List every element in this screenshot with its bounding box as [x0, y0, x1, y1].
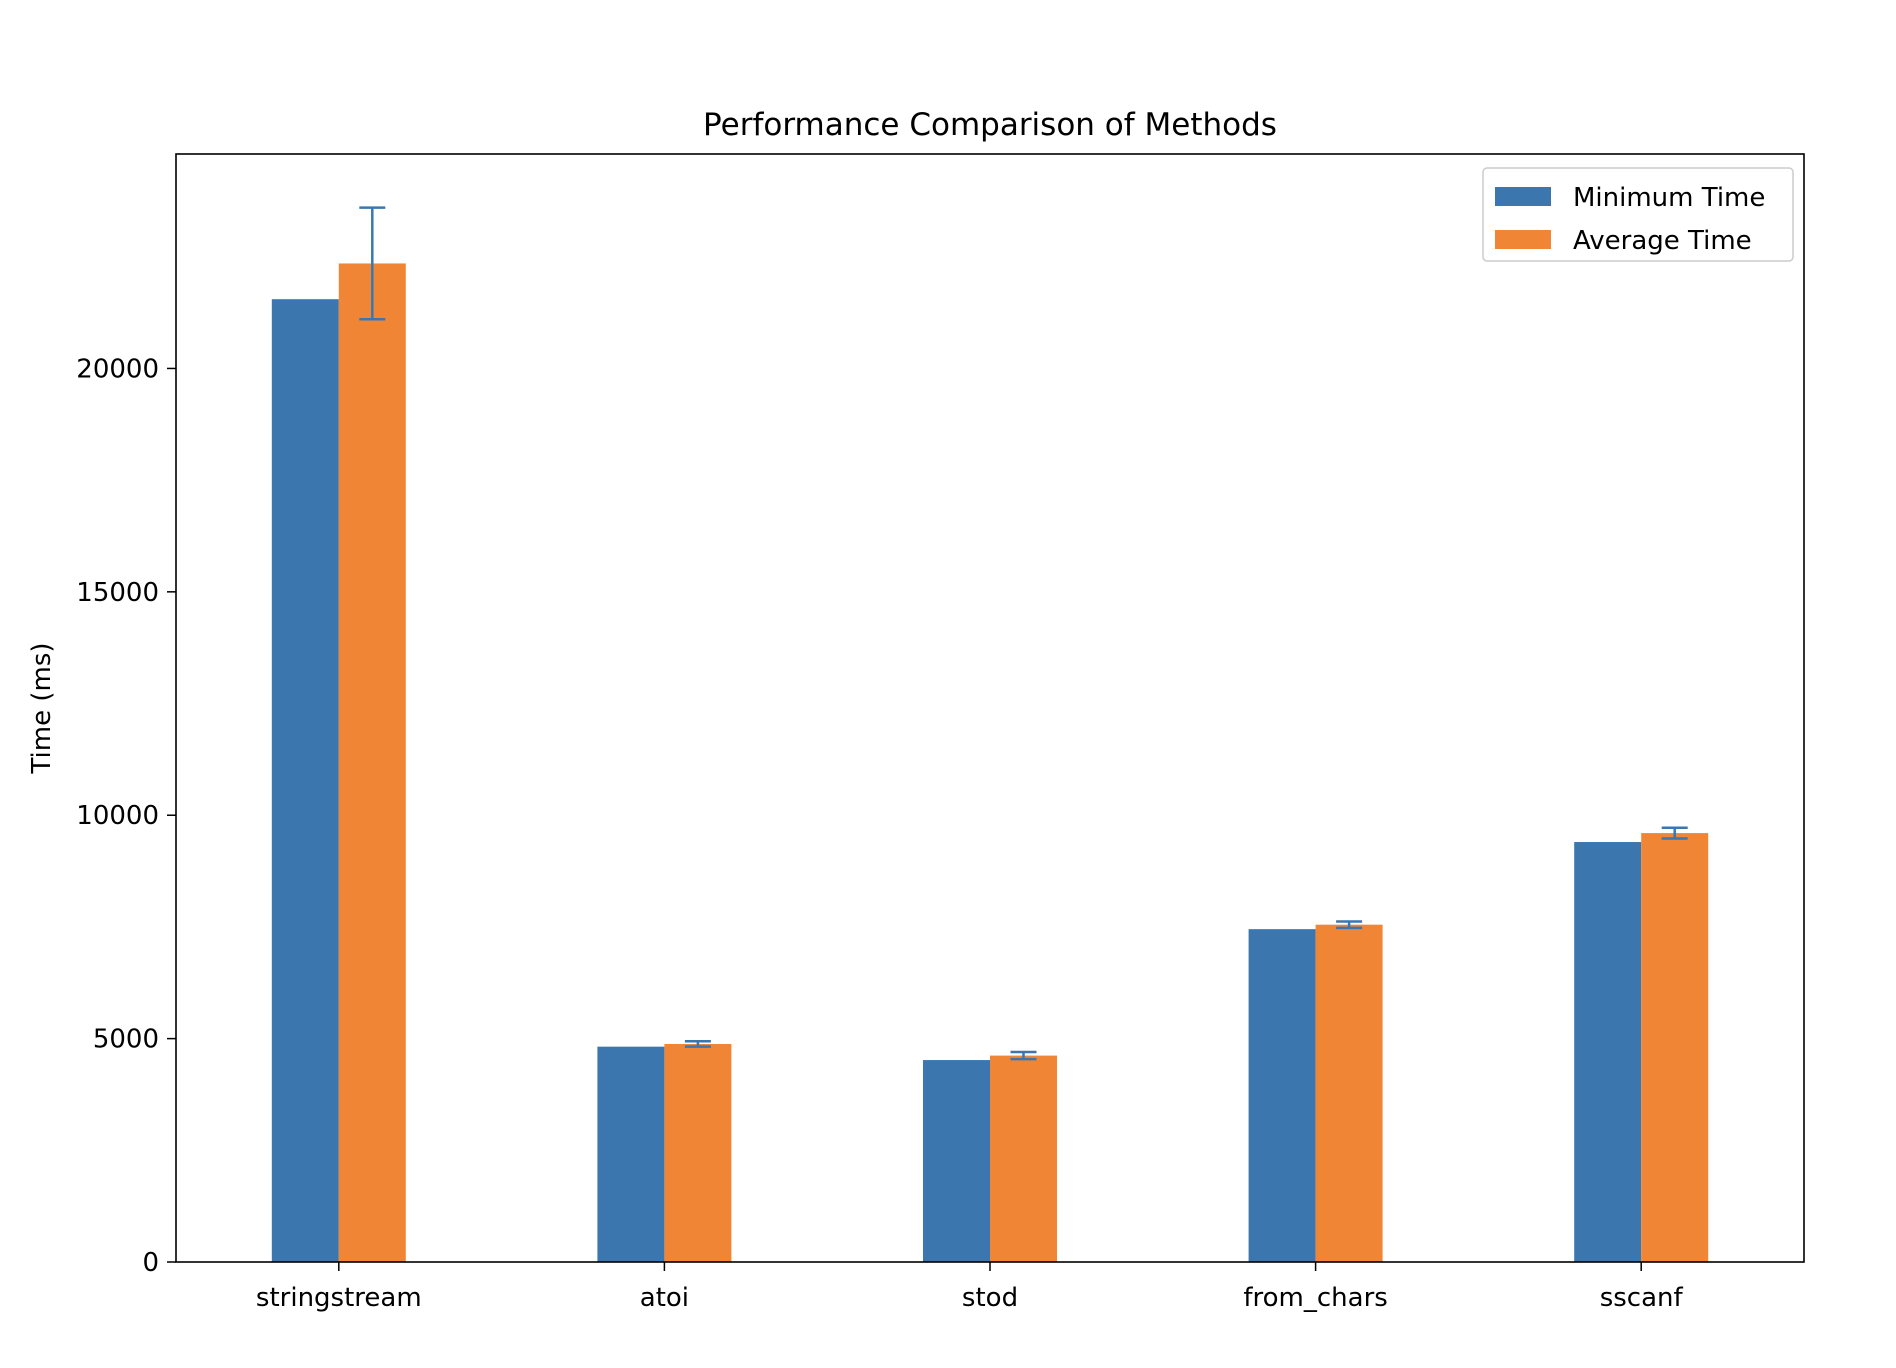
legend: Minimum Time Average Time [1482, 167, 1794, 262]
legend-box [1482, 167, 1794, 262]
legend-label-average-time: Average Time [1573, 226, 1752, 256]
y-axis-label: Time (ms) [27, 642, 57, 774]
bar-minimum-atoi [597, 1046, 665, 1262]
y-tick-label-0: 0 [142, 1248, 159, 1278]
y-tick-label-15000: 15000 [76, 578, 159, 608]
y-tick-label-20000: 20000 [76, 354, 159, 384]
bar-average-stod [990, 1055, 1057, 1262]
bar-average-sscanf [1641, 833, 1709, 1262]
x-tick-label-atoi: atoi [640, 1283, 689, 1313]
bar-minimum-from_chars [1248, 929, 1316, 1262]
legend-swatch-minimum-time [1495, 187, 1551, 206]
x-tick-label-sscanf: sscanf [1600, 1283, 1684, 1313]
x-tick-label-stod: stod [962, 1283, 1018, 1313]
x-tick-label-from_chars: from_chars [1243, 1283, 1387, 1313]
bar-average-from_chars [1315, 924, 1383, 1262]
bar-minimum-stringstream [271, 299, 339, 1262]
bar-minimum-sscanf [1574, 842, 1642, 1262]
chart-title: Performance Comparison of Methods [703, 107, 1277, 143]
legend-swatch-average-time [1495, 230, 1551, 249]
plot-area: stringstream atoi stod from_chars sscanf 0 500… [76, 153, 1805, 1313]
plot-frame [175, 153, 1805, 1263]
y-tick-label-5000: 5000 [93, 1025, 159, 1055]
legend-label-minimum-time: Minimum Time [1573, 183, 1765, 213]
bar-average-atoi [664, 1043, 732, 1262]
y-tick-label-10000: 10000 [76, 801, 159, 831]
bar-minimum-stod [923, 1060, 990, 1262]
bar-average-stringstream [338, 263, 406, 1262]
x-tick-label-stringstream: stringstream [256, 1283, 422, 1313]
